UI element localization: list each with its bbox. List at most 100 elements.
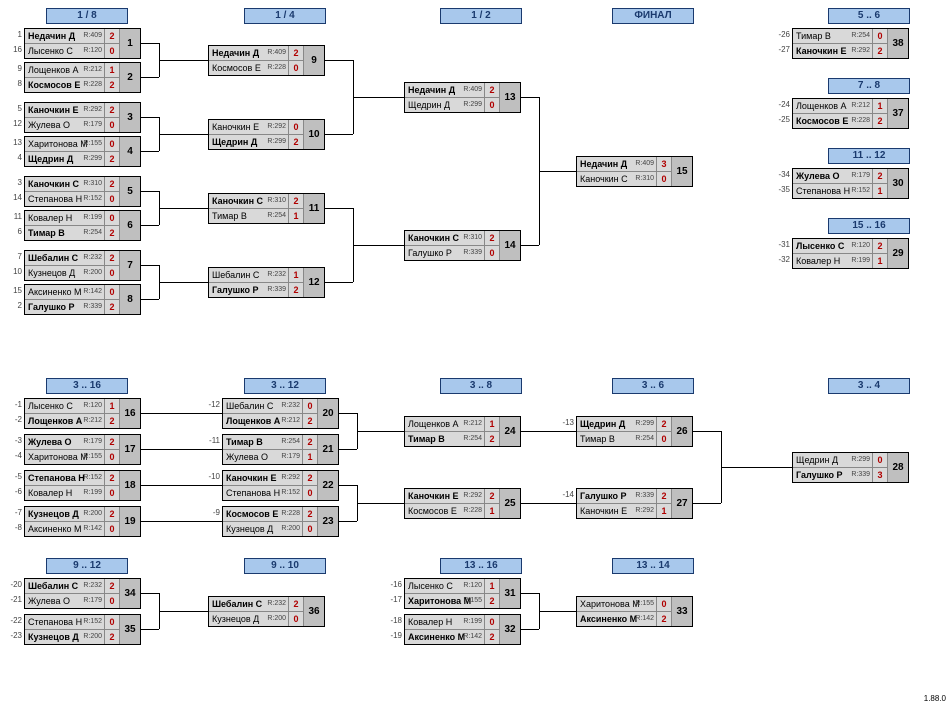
seed-number: 14 bbox=[6, 193, 22, 202]
match-rows: Каночкин СR:3102Тимар ВR:2541 bbox=[209, 194, 303, 223]
player-score: 0 bbox=[657, 172, 671, 186]
player-name-text: Жулева О bbox=[226, 452, 268, 462]
connector bbox=[721, 467, 792, 468]
player-rating: R:152 bbox=[83, 471, 102, 485]
match-box: Тимар ВR:2542Жулева ОR:179121 bbox=[222, 434, 339, 465]
match-number: 1 bbox=[119, 29, 140, 58]
player-score: 0 bbox=[105, 594, 119, 608]
match-row: Каночкин ЕR:2922 bbox=[223, 471, 317, 486]
match-row: Кузнецов ДR:2000 bbox=[209, 612, 303, 626]
match-wrapper: Харитонова МR:1550Аксиненко МR:142233 bbox=[577, 597, 692, 626]
player-rating: R:232 bbox=[83, 579, 102, 593]
player-name-text: Кузнецов Д bbox=[28, 268, 75, 278]
player-rating: R:232 bbox=[267, 597, 286, 611]
match-row: Галушко РR:3392 bbox=[25, 300, 119, 314]
match-row: Тимар ВR:2542 bbox=[25, 226, 119, 240]
player-rating: R:254 bbox=[281, 435, 300, 449]
match-wrapper: Жулева ОR:1792Степанова НR:152130 bbox=[793, 169, 908, 198]
connector bbox=[139, 265, 159, 266]
player-score: 2 bbox=[105, 300, 119, 314]
match-box: Аксиненко МR:1420Галушко РR:33928 bbox=[24, 284, 141, 315]
connector bbox=[539, 611, 576, 612]
round-header: 3 .. 16 bbox=[46, 378, 128, 394]
match-box: Шебалин СR:2322Кузнецов ДR:200036 bbox=[208, 596, 325, 627]
player-rating: R:228 bbox=[267, 61, 286, 75]
match-row: Шебалин СR:2322 bbox=[25, 251, 119, 266]
player-name-text: Галушко Р bbox=[796, 470, 842, 480]
player-name: Лощенков АR:212 bbox=[405, 417, 485, 431]
match-rows: Недачин ДR:4093Каночкин СR:3100 bbox=[577, 157, 671, 186]
seed-number: 3 bbox=[6, 178, 22, 187]
player-rating: R:299 bbox=[267, 135, 286, 149]
player-rating: R:254 bbox=[83, 226, 102, 240]
seed-number: 11 bbox=[6, 212, 22, 221]
round-header: 9 .. 10 bbox=[244, 558, 326, 574]
player-name-text: Степанова Н bbox=[28, 194, 82, 204]
player-name-text: Лысенко С bbox=[796, 241, 844, 251]
connector bbox=[337, 413, 357, 414]
player-rating: R:142 bbox=[635, 612, 654, 626]
match-rows: Космосов ЕR:2282Кузнецов ДR:2000 bbox=[223, 507, 317, 536]
player-score: 2 bbox=[873, 114, 887, 128]
player-rating: R:299 bbox=[851, 453, 870, 467]
match-row: Каночкин ЕR:2921 bbox=[577, 504, 671, 518]
player-rating: R:152 bbox=[851, 184, 870, 198]
seed-number: 4 bbox=[6, 153, 22, 162]
match-number: 21 bbox=[317, 435, 338, 464]
match-box: Космосов ЕR:2282Кузнецов ДR:200023 bbox=[222, 506, 339, 537]
player-name: Недачин ДR:409 bbox=[209, 46, 289, 60]
match-rows: Недачин ДR:4092Космосов ЕR:2280 bbox=[209, 46, 303, 75]
player-name: Степанова НR:152 bbox=[223, 486, 303, 500]
player-name-text: Каночкин Е bbox=[28, 105, 79, 115]
player-rating: R:200 bbox=[83, 507, 102, 521]
player-name: Лощенков АR:212 bbox=[223, 414, 303, 428]
match-rows: Шебалин СR:2322Кузнецов ДR:2000 bbox=[209, 597, 303, 626]
match-rows: Тимар ВR:2542Жулева ОR:1791 bbox=[223, 435, 317, 464]
player-score: 2 bbox=[105, 103, 119, 117]
player-rating: R:409 bbox=[83, 29, 102, 43]
player-name-text: Шебалин С bbox=[28, 581, 78, 591]
player-score: 2 bbox=[289, 46, 303, 60]
player-name: Степанова НR:152 bbox=[25, 471, 105, 485]
match-row: Лощенков АR:2121 bbox=[793, 99, 887, 114]
seed-number: -11 bbox=[204, 436, 220, 445]
player-score: 2 bbox=[289, 135, 303, 149]
player-name: Каночкин ЕR:292 bbox=[405, 489, 485, 503]
player-score: 0 bbox=[105, 486, 119, 500]
match-box: Каночкин СR:3102Галушко РR:339014 bbox=[404, 230, 521, 261]
player-score: 2 bbox=[873, 44, 887, 58]
match-row: Степанова НR:1520 bbox=[25, 615, 119, 630]
player-rating: R:120 bbox=[851, 239, 870, 253]
player-name-text: Космосов Е bbox=[28, 80, 80, 90]
player-name: Жулева ОR:179 bbox=[793, 169, 873, 183]
round-header: 13 .. 14 bbox=[612, 558, 694, 574]
match-row: Каночкин ЕR:2920 bbox=[209, 120, 303, 135]
player-name: Каночкин СR:310 bbox=[405, 231, 485, 245]
match-box: Степанова НR:1522Ковалер НR:199018 bbox=[24, 470, 141, 501]
player-name: Шебалин СR:232 bbox=[223, 399, 303, 413]
match-row: Щедрин ДR:2992 bbox=[25, 152, 119, 166]
player-score: 0 bbox=[105, 44, 119, 58]
match-wrapper: Аксиненко МR:1420Галушко РR:33928 bbox=[25, 285, 140, 314]
player-score: 1 bbox=[873, 99, 887, 113]
match-wrapper: Лысенко СR:1202Ковалер НR:199129 bbox=[793, 239, 908, 268]
connector bbox=[139, 151, 159, 152]
match-rows: Лощенков АR:2121Космосов ЕR:2282 bbox=[25, 63, 119, 92]
match-rows: Лысенко СR:1201Лощенков АR:2122 bbox=[25, 399, 119, 428]
match-rows: Недачин ДR:4092Лысенко СR:1200 bbox=[25, 29, 119, 58]
version-label: 1.88.0 bbox=[924, 694, 946, 703]
match-row: Каночкин ЕR:2922 bbox=[25, 103, 119, 118]
player-name: Тимар ВR:254 bbox=[209, 209, 289, 223]
seed-number: -32 bbox=[774, 255, 790, 264]
player-score: 2 bbox=[657, 417, 671, 431]
match-number: 26 bbox=[671, 417, 692, 446]
seed-number: -9 bbox=[204, 508, 220, 517]
match-rows: Степанова НR:1520Кузнецов ДR:2002 bbox=[25, 615, 119, 644]
seed-number: -26 bbox=[774, 30, 790, 39]
connector bbox=[539, 171, 576, 172]
player-rating: R:212 bbox=[463, 417, 482, 431]
player-rating: R:200 bbox=[267, 612, 286, 626]
match-number: 16 bbox=[119, 399, 140, 428]
match-box: Каночкин ЕR:2922Жулева ОR:17903 bbox=[24, 102, 141, 133]
seed-number: -2 bbox=[6, 415, 22, 424]
